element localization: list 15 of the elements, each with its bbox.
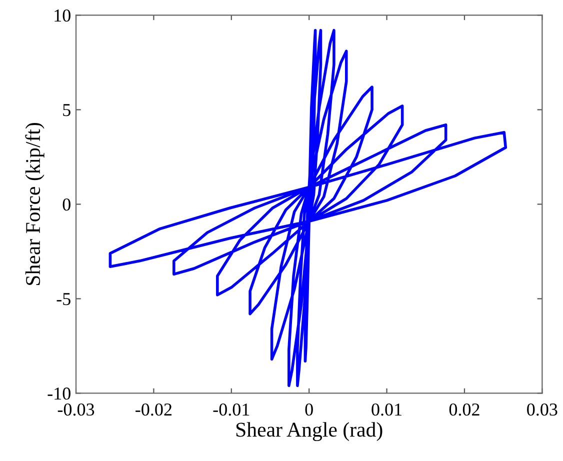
y-tick-label: -10 xyxy=(48,387,70,400)
x-tick-label: 0.01 xyxy=(372,403,402,416)
x-tick-label: 0.02 xyxy=(449,403,480,416)
y-axis-title: Shear Force (kip/ft) xyxy=(25,122,44,285)
x-tick-label: -0.03 xyxy=(58,403,94,416)
y-tick-label: 5 xyxy=(63,104,70,116)
x-tick-label: 0 xyxy=(305,403,313,416)
y-tick-label: 0 xyxy=(62,198,70,211)
line-series xyxy=(108,28,508,388)
x-tick-label: -0.02 xyxy=(136,403,172,416)
x-tick-label: -0.01 xyxy=(213,403,250,416)
x-tick-label: 0.03 xyxy=(527,403,558,416)
x-axis-title: Shear Angle (rad) xyxy=(236,422,382,442)
y-tick-label: -5 xyxy=(56,293,70,306)
y-tick-label: 10 xyxy=(54,9,70,22)
